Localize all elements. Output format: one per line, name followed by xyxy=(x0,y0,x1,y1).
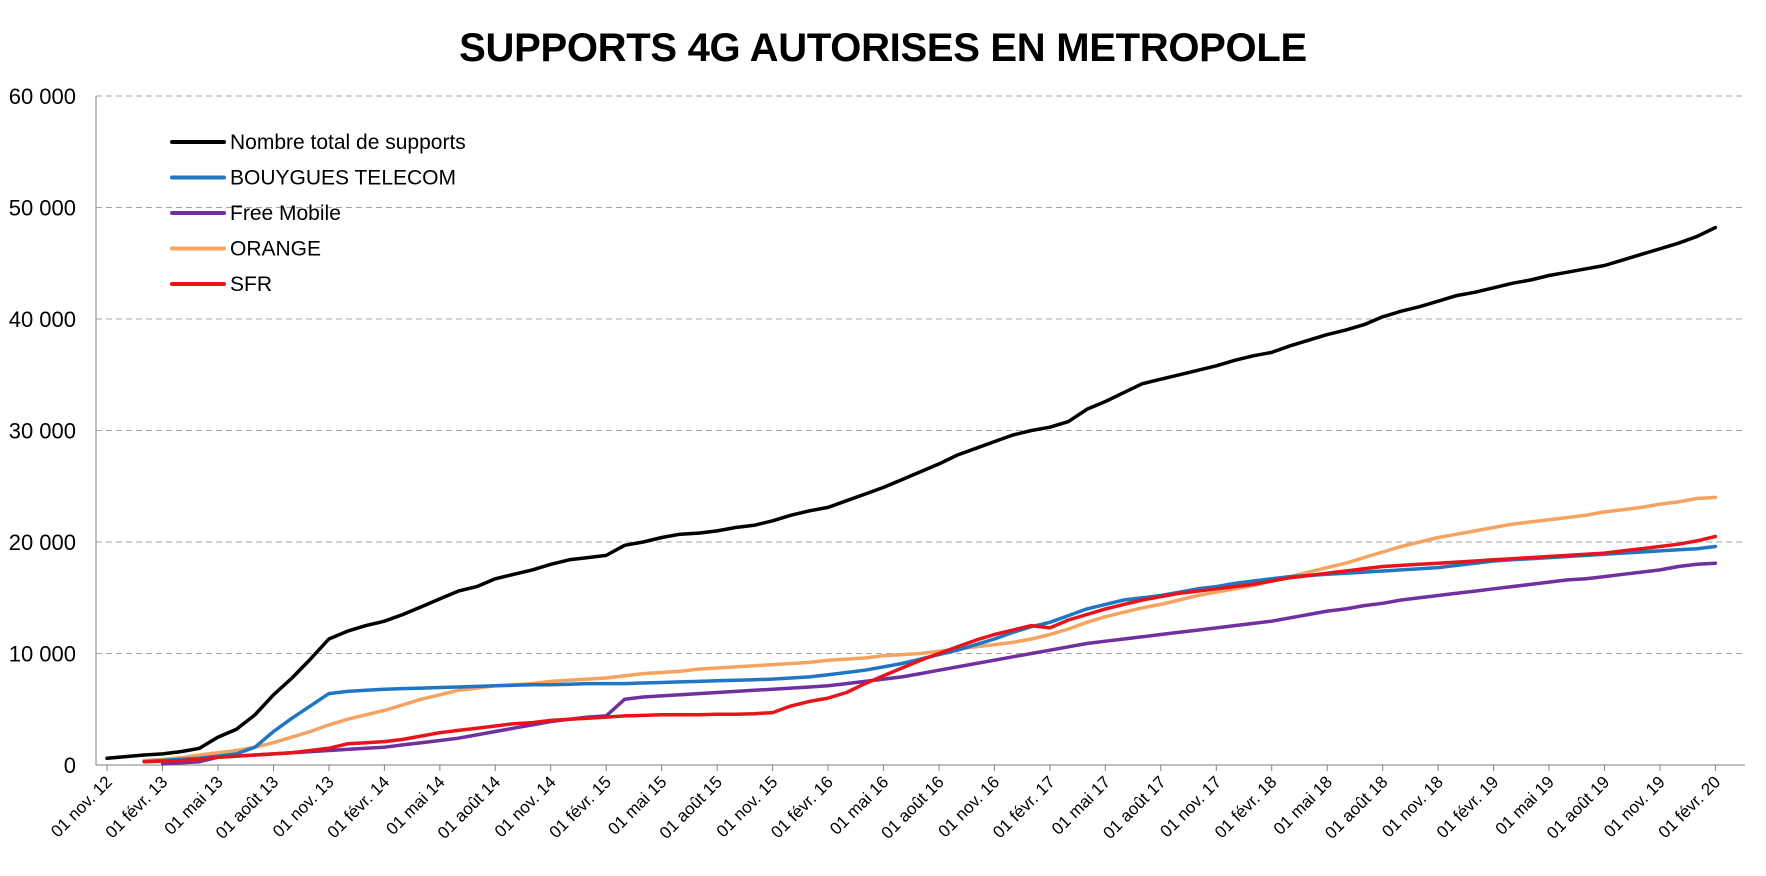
y-tick-label: 0 xyxy=(64,753,76,778)
legend-label: Free Mobile xyxy=(230,202,341,225)
chart-title: SUPPORTS 4G AUTORISES EN METROPOLE xyxy=(459,26,1307,70)
y-axis-ticks: 0 10 000 20 000 30 000 40 000 50 000 60 000 xyxy=(9,84,76,778)
series-lines xyxy=(105,225,1718,766)
y-tick-label: 20 000 xyxy=(9,530,76,555)
legend-label: SFR xyxy=(230,273,272,296)
legend-label: ORANGE xyxy=(230,238,321,261)
legend: Nombre total de supports BOUYGUES TELECOM… xyxy=(170,131,466,296)
y-tick-label: 50 000 xyxy=(9,196,76,221)
legend-label: Nombre total de supports xyxy=(230,131,466,154)
gridlines xyxy=(96,95,1745,654)
axes xyxy=(95,96,1745,771)
series-line-nombre-total-de-supports xyxy=(105,225,1718,761)
y-tick-label: 40 000 xyxy=(9,307,76,332)
series-line-sfr xyxy=(142,534,1718,764)
y-tick-label: 60 000 xyxy=(9,84,76,109)
series-line-free-mobile xyxy=(160,561,1718,766)
legend-label: BOUYGUES TELECOM xyxy=(230,167,456,190)
y-tick-label: 10 000 xyxy=(9,642,76,667)
series-line-orange xyxy=(142,495,1718,763)
y-tick-label: 30 000 xyxy=(9,419,76,444)
